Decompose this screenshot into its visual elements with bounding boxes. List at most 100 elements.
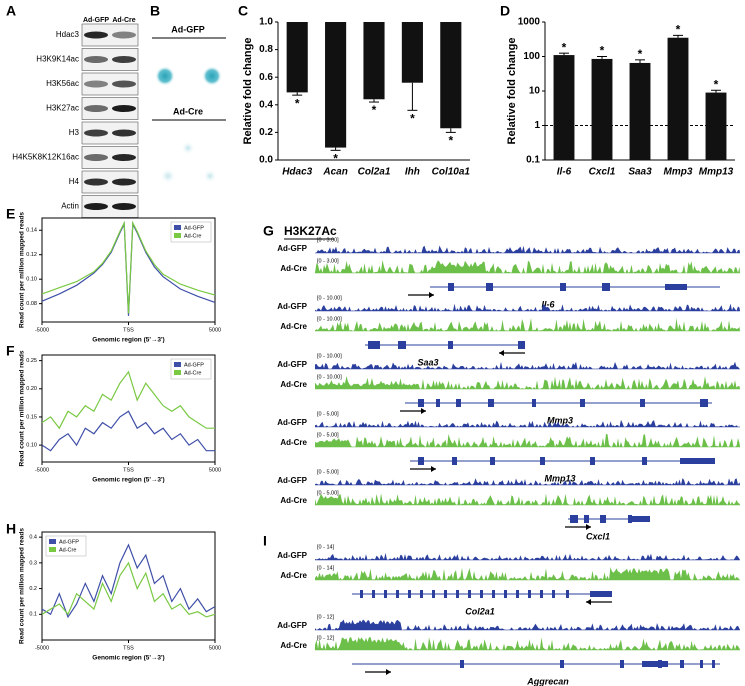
blot-frame [81,72,139,96]
bar [553,55,575,160]
tss-arrowhead [429,292,434,298]
column-label: Ad-Cre [112,17,135,24]
signal-track [315,567,740,580]
bar [325,22,347,148]
x-tick-label: Col2a1 [358,167,391,178]
series-line [41,561,216,618]
signal-track [315,478,740,485]
track-range: [0 - 5.00] [317,411,339,417]
track-range: [0 - 10.00] [317,374,342,380]
x-tick-label: TSS [123,467,134,473]
gene-exon [468,590,471,598]
x-tick-label: Ihh [405,167,420,178]
gene-utr [590,591,612,597]
track-name: Ad-Cre [280,496,307,505]
panel-label: B [150,3,160,19]
legend-label: Ad-GFP [184,362,204,368]
track-name: Ad-GFP [277,621,307,630]
y-tick-label: 0.10 [26,443,37,449]
column-label: Ad-GFP [83,17,109,24]
significance: * [410,111,415,125]
y-tick-label: 100 [523,51,540,62]
legend-label: Ad-Cre [59,547,76,553]
gene-exon [408,590,411,598]
x-tick-label: Mmp3 [664,167,693,178]
x-tick-label: Col10a1 [432,167,471,178]
y-tick-label: 0.8 [259,44,273,55]
blot-band [84,178,108,186]
track-name: Ad-GFP [277,302,307,311]
track-name: Ad-GFP [277,244,307,253]
track-range: [0 - 10.00] [317,316,342,322]
gene-exon [620,660,624,668]
gene-exon [712,660,715,668]
signal-track [315,318,740,331]
signal-track [315,376,740,389]
legend-swatch [174,233,181,238]
tss-arrowhead [586,524,591,530]
gene-name: Col2a1 [465,606,495,616]
group-label: Ad-GFP [171,24,205,34]
gene-name: Mmp3 [547,415,573,425]
series-line [41,221,216,316]
x-tick-label: -5000 [35,327,49,333]
signal-track [315,619,740,630]
blot-band [84,80,108,88]
bar [286,22,308,93]
blot-band [84,203,108,210]
x-tick-label: Acan [322,167,347,178]
series-line [41,543,216,619]
blot-frame [81,146,139,169]
x-tick-label: TSS [123,327,134,333]
gene-exon [448,341,453,349]
track-name: Ad-GFP [277,418,307,427]
gene-exon [640,399,645,407]
y-tick-label: 0.20 [26,386,37,392]
track-name: Ad-Cre [280,641,307,650]
bar [401,22,423,83]
track-range: [0 - 14] [317,565,335,571]
x-axis-label: Genomic region (5'→3') [92,477,164,484]
gene-exon [516,590,519,598]
series-line [41,370,215,430]
gene-exon [398,341,406,349]
signal-track [315,434,740,447]
panel-label: F [6,343,15,359]
gene-exon [570,515,578,523]
y-tick-label: 0.14 [26,228,37,234]
gene-exon [452,457,457,465]
signal-track [315,552,740,560]
x-tick-label: TSS [123,645,134,651]
y-tick-label: 0.2 [259,127,273,138]
gene-exon [600,515,606,523]
x-axis-label: Genomic region (5'→3') [92,337,164,344]
gene-exon [504,590,507,598]
blot-frame [81,170,139,194]
series-line [41,410,215,452]
y-tick-label: 0.4 [29,535,37,541]
row-label: H3K56ac [46,79,79,88]
gene-utr [665,284,687,290]
blot-band [84,105,108,112]
y-tick-label: 10 [529,86,541,97]
gene-name: Il-6 [541,299,555,309]
significance: * [714,77,719,91]
signal-track [315,493,740,505]
y-axis-label: Relative fold change [506,38,518,145]
row-label: H3 [69,128,80,137]
gene-name: Aggrecan [526,676,569,686]
legend-label: Ad-Cre [184,370,201,376]
y-tick-label: 0.4 [259,99,273,110]
gene-exon [492,590,495,598]
gene-exon [700,660,703,668]
legend-swatch [49,547,56,552]
x-tick-label: 5000 [209,467,221,473]
gene-exon [540,457,545,465]
signal-track [315,260,740,273]
gene-exon [590,457,595,465]
gene-utr [628,516,650,522]
signal-track [315,303,740,311]
significance: * [676,23,681,37]
y-tick-label: 0.3 [29,560,37,566]
